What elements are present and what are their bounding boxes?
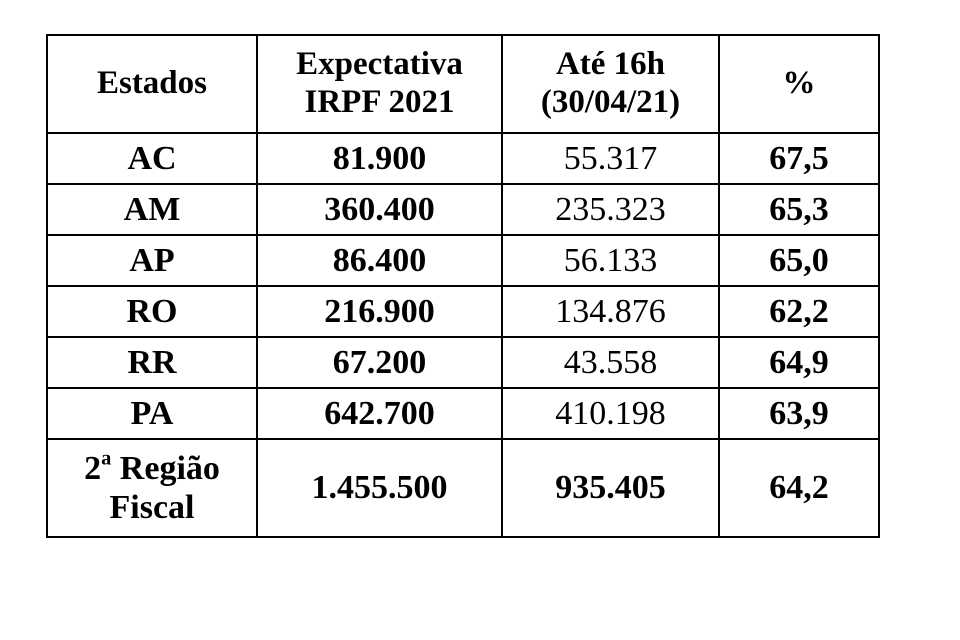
table-row: RO 216.900 134.876 62,2 (46, 285, 880, 338)
cell-expectativa: 360.400 (256, 183, 503, 236)
cell-percent: 64,9 (718, 336, 880, 389)
cell-estado: AM (46, 183, 258, 236)
cell-ate: 55.317 (501, 132, 720, 185)
cell-ate: 134.876 (501, 285, 720, 338)
cell-estado: AP (46, 234, 258, 287)
cell-total-percent: 64,2 (718, 438, 880, 538)
header-expectativa-line1: Expectativa (296, 46, 463, 83)
table-row: PA 642.700 410.198 63,9 (46, 387, 880, 440)
cell-ate: 43.558 (501, 336, 720, 389)
header-ate: Até 16h (30/04/21) (501, 34, 720, 134)
cell-ate: 410.198 (501, 387, 720, 440)
header-ate-line2: (30/04/21) (540, 84, 681, 120)
cell-percent: 67,5 (718, 132, 880, 185)
cell-expectativa: 86.400 (256, 234, 503, 287)
table-row: AM 360.400 235.323 65,3 (46, 183, 880, 236)
header-expectativa: Expectativa IRPF 2021 (256, 34, 503, 134)
table-total-row: 2a Região Fiscal 1.455.500 935.405 64,2 (46, 438, 880, 538)
cell-estado: RO (46, 285, 258, 338)
table-row: AC 81.900 55.317 67,5 (46, 132, 880, 185)
cell-expectativa: 81.900 (256, 132, 503, 185)
header-estados-label: Estados (96, 65, 208, 102)
cell-estado: RR (46, 336, 258, 389)
header-percent: % (718, 34, 880, 134)
cell-percent: 65,3 (718, 183, 880, 236)
cell-expectativa: 67.200 (256, 336, 503, 389)
cell-ate: 235.323 (501, 183, 720, 236)
irpf-table: Estados Expectativa IRPF 2021 Até 16h (3… (46, 34, 880, 538)
header-percent-label: % (782, 65, 816, 102)
total-label-line2: Fiscal (109, 489, 195, 526)
cell-percent: 63,9 (718, 387, 880, 440)
header-expectativa-line2: IRPF 2021 (304, 84, 455, 120)
total-label-number: 2 (84, 449, 102, 487)
table-row: AP 86.400 56.133 65,0 (46, 234, 880, 287)
cell-percent: 62,2 (718, 285, 880, 338)
cell-total-expectativa: 1.455.500 (256, 438, 503, 538)
cell-estado: AC (46, 132, 258, 185)
cell-expectativa: 216.900 (256, 285, 503, 338)
cell-total-ate: 935.405 (501, 438, 720, 538)
header-ate-line1: Até 16h (555, 46, 666, 83)
cell-percent: 65,0 (718, 234, 880, 287)
total-label-ordinal: a (101, 447, 112, 470)
total-label-line1-rest: Região (111, 449, 220, 487)
table-row: RR 67.200 43.558 64,9 (46, 336, 880, 389)
cell-ate: 56.133 (501, 234, 720, 287)
header-estados: Estados (46, 34, 258, 134)
table-header-row: Estados Expectativa IRPF 2021 Até 16h (3… (46, 34, 880, 134)
cell-estado: PA (46, 387, 258, 440)
cell-total-label: 2a Região Fiscal (46, 438, 258, 538)
cell-expectativa: 642.700 (256, 387, 503, 440)
